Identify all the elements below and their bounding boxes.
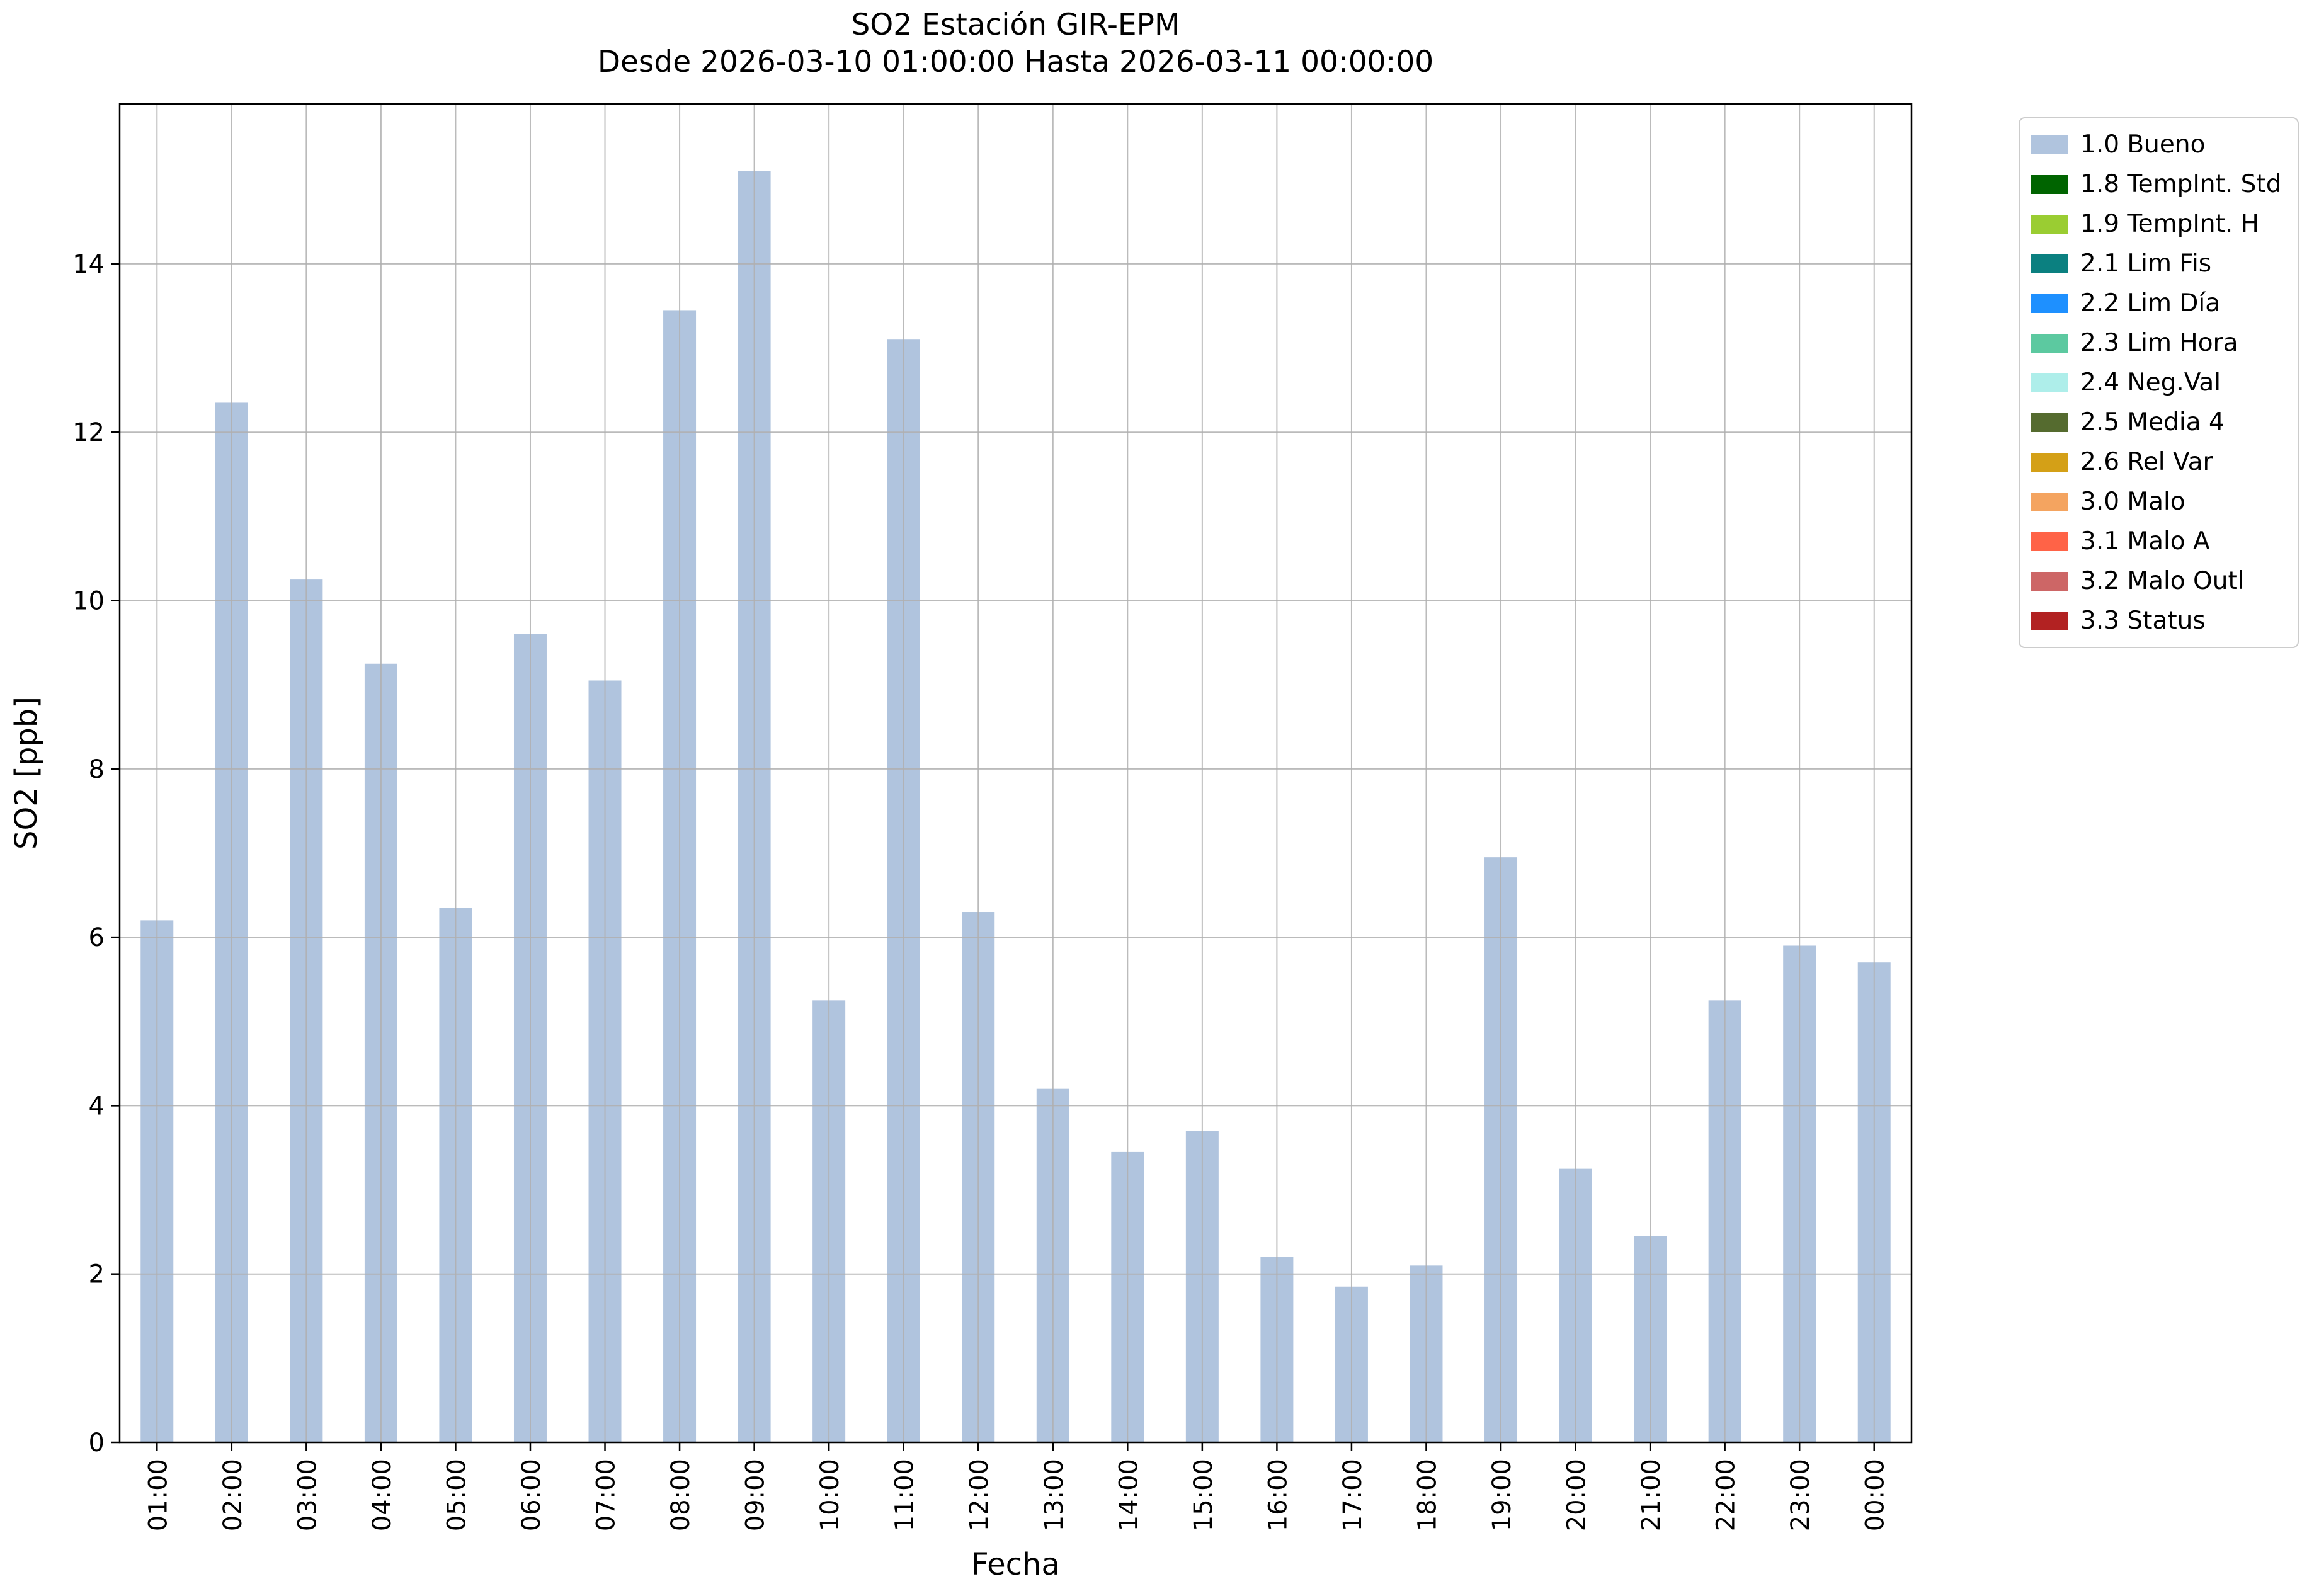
legend-item: 3.2 Malo Outl [2031,561,2281,601]
xtick-label: 19:00 [1488,1459,1517,1531]
legend-item: 1.0 Bueno [2031,125,2281,164]
xtick-label: 06:00 [517,1459,546,1531]
chart-subtitle: Desde 2026-03-10 01:00:00 Hasta 2026-03-… [597,45,1434,79]
ytick-label: 14 [72,250,105,279]
legend-label: 2.2 Lim Día [2080,289,2221,317]
legend: 1.0 Bueno 1.8 TempInt. Std 1.9 TempInt. H 2… [2019,117,2299,648]
legend-label: 2.3 Lim Hora [2080,329,2238,357]
xtick-label: 10:00 [816,1459,845,1531]
xtick-label: 12:00 [965,1459,994,1531]
x-axis-label: Fecha [971,1547,1060,1582]
legend-label: 3.2 Malo Outl [2080,567,2245,595]
ytick-label: 8 [89,755,105,784]
legend-swatch [2031,135,2068,154]
xtick-label: 00:00 [1861,1459,1890,1531]
legend-label: 2.6 Rel Var [2080,448,2213,476]
xtick-label: 17:00 [1338,1459,1367,1531]
legend-swatch [2031,294,2068,313]
legend-swatch [2031,413,2068,432]
legend-label: 3.1 Malo A [2080,527,2210,556]
chart-title: SO2 Estación GIR-EPM [851,8,1180,42]
xtick-label: 22:00 [1712,1459,1741,1531]
legend-label: 1.8 TempInt. Std [2080,170,2282,198]
legend-swatch [2031,373,2068,392]
legend-swatch [2031,333,2068,353]
xtick-label: 03:00 [293,1459,322,1531]
xtick-label: 15:00 [1189,1459,1218,1531]
xtick-label: 07:00 [592,1459,621,1531]
ytick-label: 12 [72,418,105,447]
xtick-label: 14:00 [1114,1459,1143,1531]
legend-swatch [2031,532,2068,551]
legend-item: 3.3 Status [2031,601,2281,641]
legend-label: 1.0 Bueno [2080,130,2206,159]
ytick-label: 4 [89,1092,105,1120]
ytick-label: 0 [89,1428,105,1457]
chart-header: SO2 Estación GIR-EPM Desde 2026-03-10 01… [120,6,1912,81]
xtick-label: 09:00 [741,1459,770,1531]
ytick-label: 10 [72,587,105,616]
legend-item: 3.1 Malo A [2031,522,2281,561]
y-axis-label: SO2 [ppb] [9,697,44,850]
legend-swatch [2031,571,2068,591]
legend-swatch [2031,492,2068,511]
legend-item: 2.4 Neg.Val [2031,363,2281,402]
legend-item: 1.9 TempInt. H [2031,204,2281,244]
xtick-label: 23:00 [1786,1459,1815,1531]
legend-label: 2.5 Media 4 [2080,408,2225,436]
legend-label: 3.3 Status [2080,607,2206,635]
legend-label: 2.4 Neg.Val [2080,368,2221,397]
ytick-label: 2 [89,1260,105,1289]
legend-label: 2.1 Lim Fis [2080,249,2212,278]
legend-item: 2.2 Lim Día [2031,283,2281,323]
xtick-label: 18:00 [1413,1459,1442,1531]
xtick-label: 21:00 [1637,1459,1666,1531]
xtick-label: 04:00 [368,1459,397,1531]
legend-item: 1.8 TempInt. Std [2031,164,2281,204]
ytick-label: 6 [89,923,105,952]
legend-label: 3.0 Malo [2080,487,2185,516]
legend-swatch [2031,174,2068,194]
legend-item: 2.6 Rel Var [2031,442,2281,482]
legend-item: 2.5 Media 4 [2031,402,2281,442]
legend-swatch [2031,452,2068,472]
legend-label: 1.9 TempInt. H [2080,210,2259,238]
legend-item: 2.1 Lim Fis [2031,244,2281,283]
plot-frame [118,103,1913,1444]
xtick-label: 01:00 [144,1459,173,1531]
xtick-label: 08:00 [666,1459,695,1531]
xtick-label: 11:00 [891,1459,920,1531]
legend-swatch [2031,254,2068,273]
xtick-label: 20:00 [1563,1459,1592,1531]
legend-swatch [2031,611,2068,630]
legend-item: 2.3 Lim Hora [2031,323,2281,363]
xtick-label: 16:00 [1263,1459,1292,1531]
xtick-label: 13:00 [1040,1459,1069,1531]
legend-item: 3.0 Malo [2031,482,2281,522]
xtick-label: 05:00 [442,1459,471,1531]
legend-swatch [2031,214,2068,234]
xtick-label: 02:00 [219,1459,248,1531]
